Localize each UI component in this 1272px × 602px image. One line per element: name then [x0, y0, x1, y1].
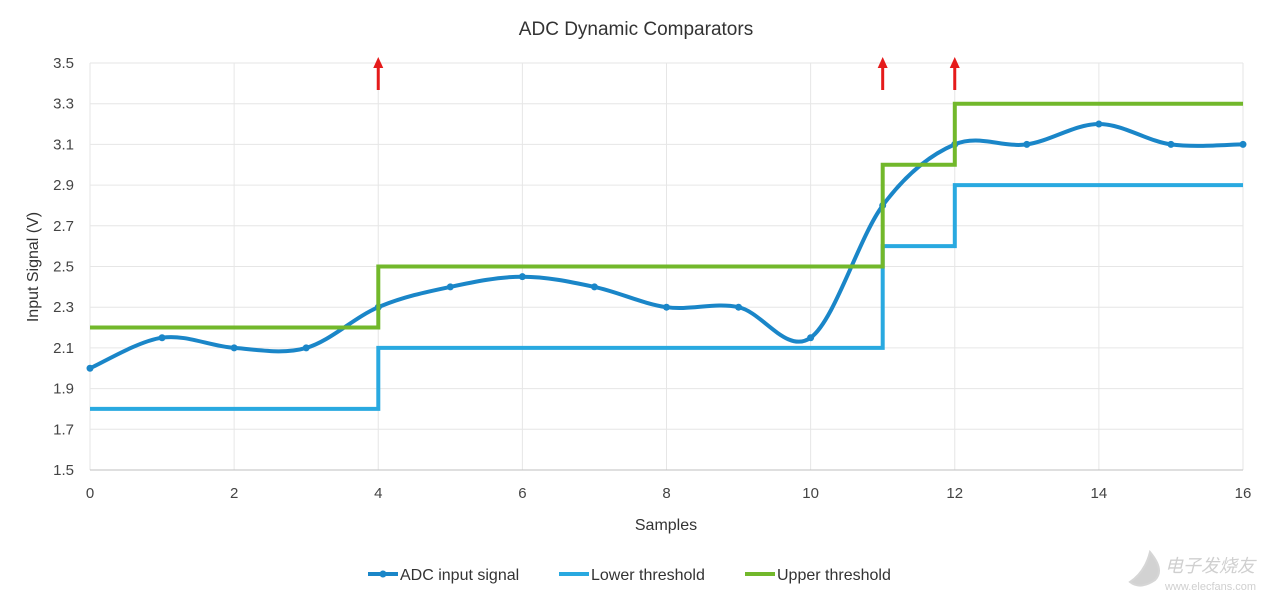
x-axis-label: Samples [635, 517, 697, 534]
arrow-head [373, 57, 384, 68]
data-point [807, 334, 815, 342]
x-axis-ticks: 0 2 4 6 8 10 12 14 16 [86, 485, 1252, 502]
legend-label: ADC input signal [400, 567, 519, 584]
x-tick-label: 4 [374, 485, 382, 502]
y-tick-label: 2.3 [53, 299, 74, 316]
svg-text:电子发烧友: 电子发烧友 [1165, 556, 1257, 576]
svg-text:www.elecfans.com: www.elecfans.com [1164, 581, 1256, 593]
legend-label: Lower threshold [591, 567, 705, 584]
y-tick-label: 2.1 [53, 340, 74, 357]
data-point [302, 344, 310, 352]
y-axis-label: Input Signal (V) [25, 212, 42, 322]
y-tick-label: 3.3 [53, 96, 74, 113]
series-line-adc-input-signal [89, 121, 1244, 371]
y-tick-label: 2.5 [53, 259, 74, 276]
x-tick-label: 12 [946, 485, 963, 502]
data-point [518, 273, 526, 281]
x-tick-label: 6 [518, 485, 526, 502]
x-tick-label: 8 [662, 485, 670, 502]
y-axis-ticks: 1.5 1.7 1.9 2.1 2.3 2.5 2.7 2.9 3.1 3.3 3.5 [53, 55, 74, 479]
arrow-head [949, 57, 960, 68]
x-tick-label: 2 [230, 485, 238, 502]
legend-label: Upper threshold [777, 567, 891, 584]
series-line-lower-threshold [90, 183, 1243, 411]
x-tick-label: 0 [86, 485, 94, 502]
y-tick-label: 2.7 [53, 218, 74, 235]
series-line-upper-threshold [90, 101, 1243, 330]
y-tick-label: 1.7 [53, 421, 74, 438]
x-tick-label: 10 [802, 485, 819, 502]
series-layer [86, 101, 1247, 411]
y-tick-label: 3.5 [53, 55, 74, 72]
data-point [86, 364, 94, 372]
arrow-head [877, 57, 888, 68]
annotation-arrows [373, 57, 960, 90]
y-tick-label: 2.9 [53, 177, 74, 194]
legend-marker [379, 570, 387, 578]
data-point [446, 283, 454, 291]
data-point [1095, 120, 1103, 128]
y-tick-label: 1.9 [53, 381, 74, 398]
chart-title: ADC Dynamic Comparators [519, 19, 753, 40]
y-tick-label: 3.1 [53, 136, 74, 153]
y-tick-label: 1.5 [53, 462, 74, 479]
data-point [230, 344, 238, 352]
data-point [1239, 140, 1247, 148]
x-tick-label: 14 [1091, 485, 1108, 502]
data-point [590, 283, 598, 291]
data-point [1023, 140, 1031, 148]
x-tick-label: 16 [1235, 485, 1252, 502]
data-point [735, 303, 743, 311]
data-point [158, 334, 166, 342]
data-point [1167, 140, 1175, 148]
legend: ADC input signal Lower threshold Upper thr… [368, 567, 891, 584]
watermark-logo: 电子发烧友 www.elecfans.com [1128, 549, 1257, 593]
data-point [663, 303, 670, 311]
